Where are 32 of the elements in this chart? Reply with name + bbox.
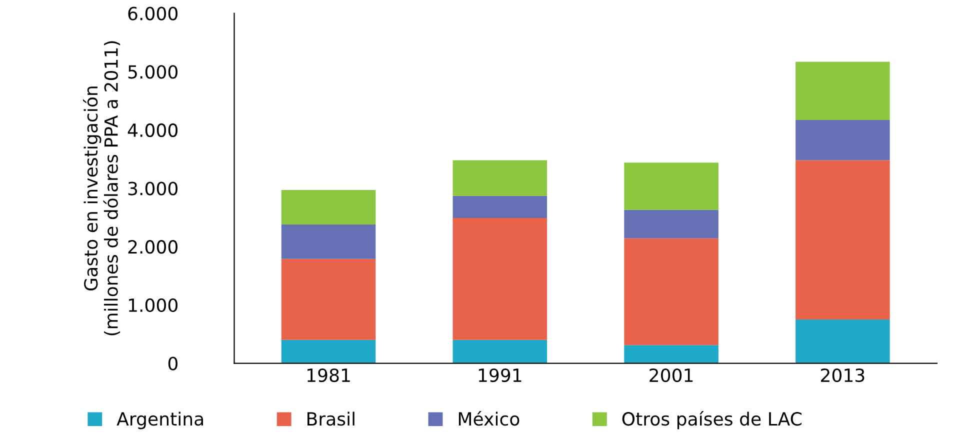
bar (452, 196, 548, 218)
bar (452, 340, 548, 364)
legend-label: Otros países de LAC (622, 411, 802, 430)
bar (796, 320, 890, 364)
bar (796, 120, 890, 160)
bar (624, 210, 718, 238)
x-tick-label: 2013 (821, 368, 864, 382)
bar (281, 190, 376, 224)
y-tick-label: 4.000 (128, 123, 178, 138)
bar (452, 160, 548, 196)
y-axis-title: Gasto en investigación (millones de dólares PPA a 2011) (83, 41, 120, 336)
bar (281, 258, 376, 340)
y-tick-label: 6.000 (128, 6, 178, 20)
bar (624, 345, 718, 364)
y-tick-label: 2.000 (128, 240, 178, 254)
y-tick-label: 5.000 (128, 65, 178, 79)
legend-label: Argentina (116, 412, 203, 430)
bar (624, 238, 718, 346)
bar (281, 340, 376, 364)
x-tick-label: 1991 (478, 368, 522, 382)
y-tick-label: 3.000 (128, 182, 178, 196)
y-tick-label: 1.000 (128, 298, 178, 312)
legend-label: México (458, 411, 520, 426)
bar (281, 224, 376, 259)
bar (796, 62, 890, 120)
bar (796, 160, 890, 320)
x-tick-label: 1981 (308, 368, 350, 382)
x-tick-label: 2001 (650, 368, 693, 382)
bar (452, 218, 548, 340)
y-tick-label: 0 (168, 356, 178, 370)
legend-label: Brasil (308, 412, 354, 426)
bar (624, 162, 718, 210)
